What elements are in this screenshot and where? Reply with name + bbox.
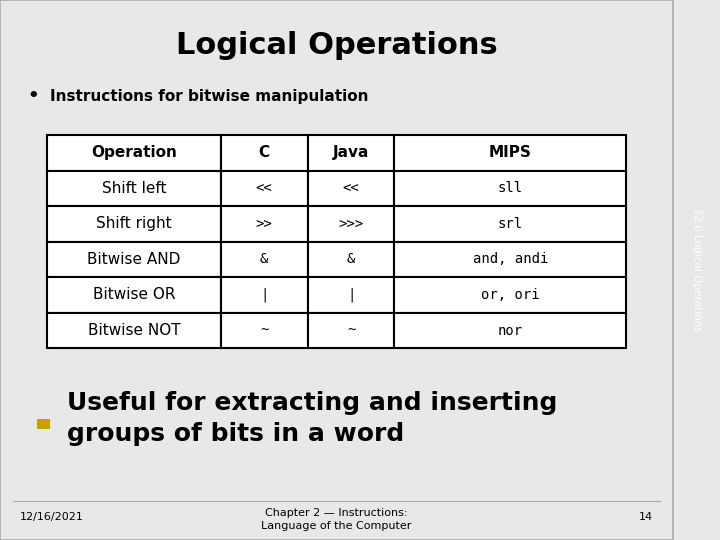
Text: •: • [27, 87, 39, 105]
Text: srl: srl [498, 217, 523, 231]
Text: &: & [347, 252, 355, 266]
FancyBboxPatch shape [47, 241, 221, 277]
FancyBboxPatch shape [47, 171, 221, 206]
Text: Java: Java [333, 145, 369, 160]
Text: |: | [347, 288, 355, 302]
FancyBboxPatch shape [307, 313, 395, 348]
FancyBboxPatch shape [221, 241, 307, 277]
Text: Bitwise NOT: Bitwise NOT [88, 323, 180, 338]
Text: Shift left: Shift left [102, 181, 166, 196]
Text: |: | [260, 288, 269, 302]
Text: Chapter 2 — Instructions:
Language of the Computer: Chapter 2 — Instructions: Language of th… [261, 508, 412, 531]
Text: and, andi: and, andi [472, 252, 548, 266]
Text: &: & [260, 252, 269, 266]
Text: nor: nor [498, 323, 523, 338]
Text: Bitwise AND: Bitwise AND [87, 252, 181, 267]
Text: or, ori: or, ori [481, 288, 539, 302]
Text: Useful for extracting and inserting
groups of bits in a word: Useful for extracting and inserting grou… [68, 391, 558, 446]
FancyBboxPatch shape [307, 171, 395, 206]
Text: Bitwise OR: Bitwise OR [93, 287, 175, 302]
FancyBboxPatch shape [395, 277, 626, 313]
FancyBboxPatch shape [395, 171, 626, 206]
FancyBboxPatch shape [221, 277, 307, 313]
FancyBboxPatch shape [307, 135, 395, 171]
Text: C: C [258, 145, 270, 160]
FancyBboxPatch shape [47, 313, 221, 348]
FancyBboxPatch shape [395, 135, 626, 171]
Text: 14: 14 [639, 512, 653, 522]
Text: Logical Operations: Logical Operations [176, 31, 498, 60]
Text: >>>: >>> [338, 217, 364, 231]
Text: ~: ~ [260, 323, 269, 338]
FancyBboxPatch shape [47, 277, 221, 313]
FancyBboxPatch shape [395, 313, 626, 348]
FancyBboxPatch shape [37, 418, 50, 429]
Text: MIPS: MIPS [489, 145, 532, 160]
FancyBboxPatch shape [221, 171, 307, 206]
FancyBboxPatch shape [307, 277, 395, 313]
Text: ~: ~ [347, 323, 355, 338]
Text: §2.6 Logical Operations: §2.6 Logical Operations [692, 208, 701, 332]
FancyBboxPatch shape [221, 135, 307, 171]
Text: sll: sll [498, 181, 523, 195]
FancyBboxPatch shape [307, 206, 395, 241]
Text: Instructions for bitwise manipulation: Instructions for bitwise manipulation [50, 89, 369, 104]
Text: Shift right: Shift right [96, 217, 172, 231]
Text: <<: << [343, 181, 359, 195]
FancyBboxPatch shape [395, 206, 626, 241]
FancyBboxPatch shape [221, 313, 307, 348]
Text: 12/16/2021: 12/16/2021 [20, 512, 84, 522]
FancyBboxPatch shape [47, 206, 221, 241]
FancyBboxPatch shape [395, 241, 626, 277]
Text: <<: << [256, 181, 273, 195]
FancyBboxPatch shape [221, 206, 307, 241]
Text: Operation: Operation [91, 145, 177, 160]
FancyBboxPatch shape [307, 241, 395, 277]
FancyBboxPatch shape [47, 135, 221, 171]
Text: >>: >> [256, 217, 273, 231]
